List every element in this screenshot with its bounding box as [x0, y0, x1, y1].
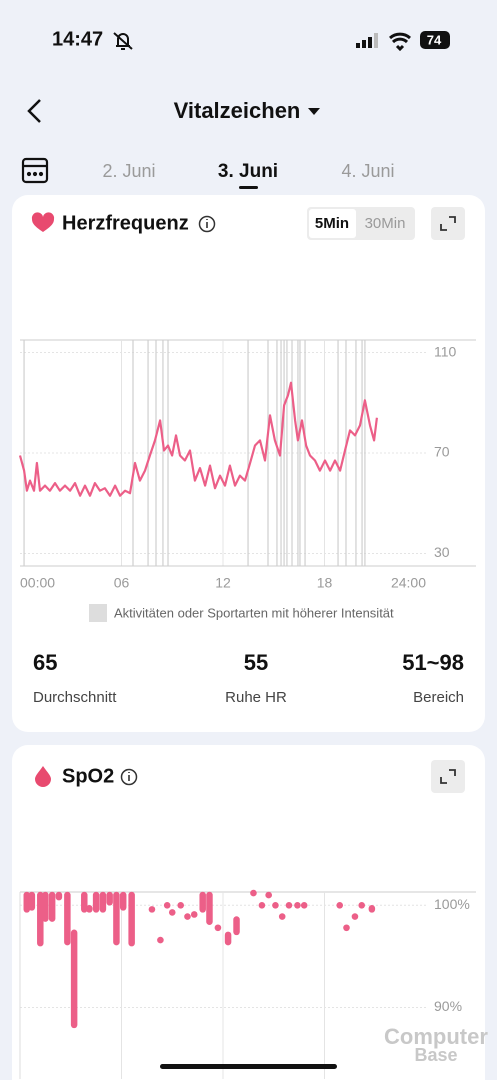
spo2-dot [272, 901, 279, 909]
stat-label: Bereich [413, 689, 464, 706]
spo2-dot [336, 901, 344, 909]
expand-button[interactable] [431, 207, 465, 240]
y-tick-label: 110 [434, 343, 457, 359]
date-tab[interactable]: 4. Juni [341, 161, 394, 181]
y-tick-label: 100% [434, 896, 470, 912]
battery-level: 74 [427, 32, 442, 47]
spo2-dot [168, 909, 176, 916]
spo2-dot [250, 889, 257, 897]
stat-value: 65 [33, 650, 57, 675]
page-title[interactable]: Vitalzeichen [174, 98, 301, 123]
watermark: Computer [384, 1024, 488, 1049]
stat-value: 51~98 [402, 650, 464, 675]
spo2-dot [358, 901, 366, 909]
info-icon[interactable] [198, 215, 216, 233]
spo2-dot [300, 901, 308, 909]
y-tick-label: 90% [434, 998, 462, 1014]
date-tab-active[interactable]: 3. Juni [218, 161, 278, 182]
x-tick-label: 12 [215, 575, 231, 591]
spo2-dot [184, 913, 191, 920]
toggle-option[interactable]: 30Min [365, 215, 406, 232]
y-tick-label: 30 [434, 544, 450, 560]
status-time: 14:47 [52, 28, 103, 50]
back-button[interactable] [27, 99, 41, 123]
toggle-selected [309, 209, 356, 238]
dropdown-arrow[interactable] [308, 108, 320, 115]
spo2-dot [177, 901, 185, 909]
spo2-dot [265, 891, 272, 899]
expand-button[interactable] [431, 760, 465, 793]
y-tick-label: 70 [434, 444, 450, 460]
spo2-dot [278, 913, 286, 920]
spo2-dot [190, 911, 198, 918]
spo2-dot [157, 936, 164, 944]
heart-rate-line [18, 381, 378, 497]
stat-value: 55 [244, 650, 268, 675]
battery [420, 31, 450, 49]
heart-icon [31, 212, 55, 232]
spo2-dot [148, 906, 156, 913]
spo2-dot [285, 901, 293, 909]
stat-label: Ruhe HR [225, 689, 287, 706]
info-icon[interactable] [120, 768, 138, 786]
spo2-dot [351, 913, 359, 920]
spo2-dot [214, 924, 222, 932]
calendar-button[interactable] [21, 157, 49, 184]
spo2-dot [258, 901, 266, 909]
home-indicator [160, 1064, 337, 1069]
legend-label: Aktivitäten oder Sportarten mit höherer … [114, 605, 394, 620]
wifi-icon [389, 32, 411, 52]
card-title: Herzfrequenz [62, 212, 189, 234]
signal-icon [356, 33, 378, 48]
tab-indicator [239, 186, 258, 189]
spo2-card [12, 745, 485, 1080]
x-tick-label: 06 [114, 575, 130, 591]
spo2-dot [343, 924, 350, 932]
legend-swatch [89, 604, 107, 622]
x-tick-label: 18 [317, 575, 333, 591]
card-title: SpO2 [62, 765, 114, 787]
mute-icon [113, 32, 133, 50]
spo2-dot [294, 901, 301, 909]
spo2-dot [163, 901, 171, 909]
toggle-option[interactable]: 5Min [315, 215, 349, 232]
watermark: Base [414, 1045, 457, 1065]
stat-label: Durchschnitt [33, 689, 117, 706]
drop-icon [35, 766, 51, 787]
x-tick-label: 24:00 [391, 575, 426, 591]
x-tick-label: 00:00 [20, 575, 55, 591]
date-tab[interactable]: 2. Juni [102, 161, 155, 181]
